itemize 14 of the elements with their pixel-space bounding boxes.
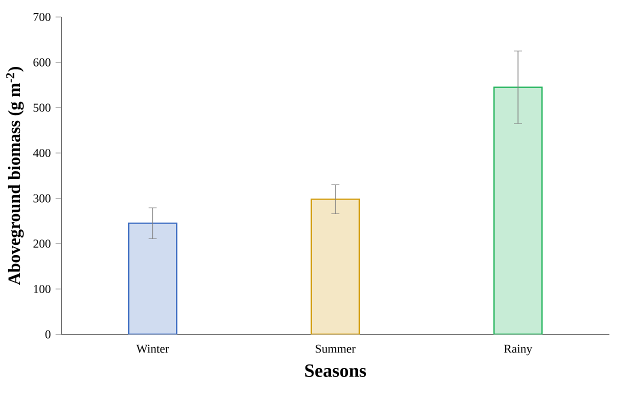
y-tick-label: 0: [45, 330, 50, 338]
y-axis-title: Aboveground biomass (g m$^{-2}$): [6, 66, 24, 285]
y-tick-label: 500: [34, 104, 50, 112]
y-tick-label: 700: [34, 12, 50, 22]
x-tick-label: Rainy: [504, 344, 532, 356]
y-tick-label: 300: [34, 194, 50, 202]
x-tick-label: Summer: [316, 344, 356, 353]
x-axis-title: Seasons: [305, 364, 366, 377]
y-tick-label: 600: [33, 58, 50, 66]
y-tick-label: 100: [34, 284, 50, 294]
x-tick-label: Winter: [136, 344, 169, 353]
y-tick-label: 200: [33, 240, 50, 248]
bar: [310, 198, 360, 334]
y-tick-label: 400: [33, 148, 50, 158]
